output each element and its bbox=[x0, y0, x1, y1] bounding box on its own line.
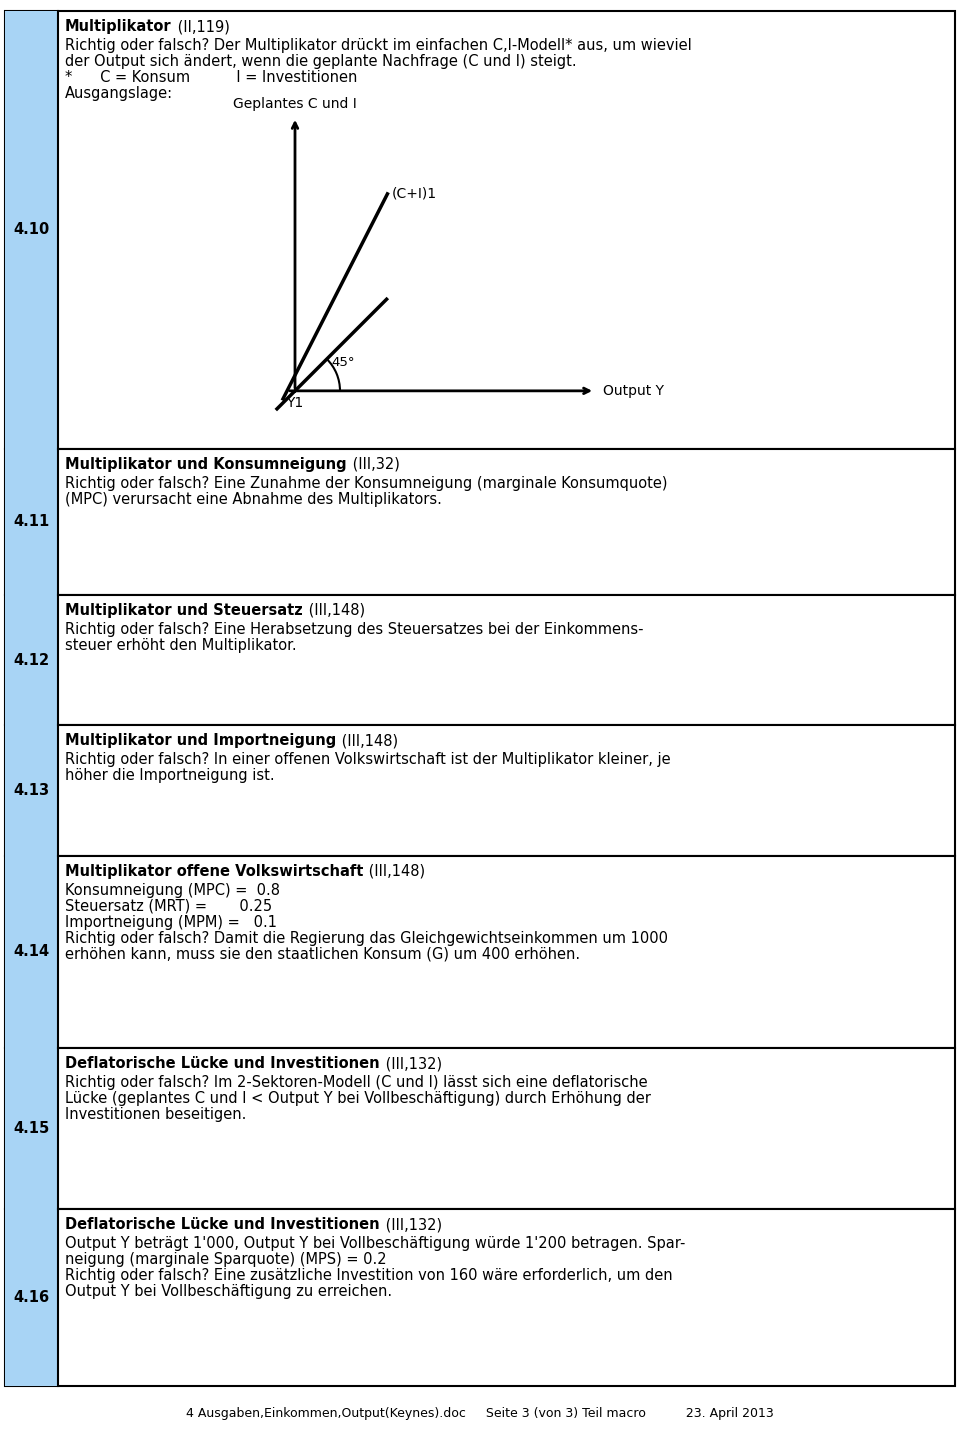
Bar bbox=[5, 856, 955, 1048]
Text: Ausgangslage:: Ausgangslage: bbox=[65, 85, 173, 101]
Text: Lücke (geplantes C und I < Output Y bei Vollbeschäftigung) durch Erhöhung der: Lücke (geplantes C und I < Output Y bei … bbox=[65, 1090, 651, 1106]
Text: 4.10: 4.10 bbox=[12, 223, 49, 237]
Bar bbox=[5, 856, 58, 1048]
Text: (III,148): (III,148) bbox=[365, 864, 425, 879]
Text: Richtig oder falsch? Eine Herabsetzung des Steuersatzes bei der Einkommens-: Richtig oder falsch? Eine Herabsetzung d… bbox=[65, 621, 643, 637]
Text: (III,148): (III,148) bbox=[303, 602, 365, 618]
Bar bbox=[5, 595, 58, 725]
Text: der Output sich ändert, wenn die geplante Nachfrage (C und I) steigt.: der Output sich ändert, wenn die geplant… bbox=[65, 54, 577, 70]
Text: Importneigung (MPM) =   0.1: Importneigung (MPM) = 0.1 bbox=[65, 915, 277, 930]
Text: Multiplikator und Steuersatz: Multiplikator und Steuersatz bbox=[65, 602, 302, 618]
Text: (III,32): (III,32) bbox=[348, 458, 399, 472]
Text: steuer erhöht den Multiplikator.: steuer erhöht den Multiplikator. bbox=[65, 637, 297, 653]
Bar bbox=[5, 12, 955, 449]
Bar bbox=[5, 449, 58, 595]
Text: Deflatorische Lücke und Investitionen: Deflatorische Lücke und Investitionen bbox=[65, 1218, 379, 1232]
Text: Multiplikator und Konsumneigung: Multiplikator und Konsumneigung bbox=[65, 458, 347, 472]
Text: Richtig oder falsch? Im 2-Sektoren-Modell (C und I) lässt sich eine deflatorisch: Richtig oder falsch? Im 2-Sektoren-Model… bbox=[65, 1074, 648, 1090]
Bar bbox=[5, 1209, 955, 1386]
Bar bbox=[5, 449, 955, 595]
Text: Richtig oder falsch? In einer offenen Volkswirtschaft ist der Multiplikator klei: Richtig oder falsch? In einer offenen Vo… bbox=[65, 753, 671, 767]
Text: Richtig oder falsch? Eine zusätzliche Investition von 160 wäre erforderlich, um : Richtig oder falsch? Eine zusätzliche In… bbox=[65, 1268, 673, 1283]
Text: (C+I)1: (C+I)1 bbox=[392, 187, 437, 201]
Text: (MPC) verursacht eine Abnahme des Multiplikators.: (MPC) verursacht eine Abnahme des Multip… bbox=[65, 492, 442, 507]
Text: Y1: Y1 bbox=[286, 395, 303, 410]
Text: Konsumneigung (MPC) =  0.8: Konsumneigung (MPC) = 0.8 bbox=[65, 883, 280, 898]
Bar bbox=[5, 1209, 58, 1386]
Text: Richtig oder falsch? Eine Zunahme der Konsumneigung (marginale Konsumquote): Richtig oder falsch? Eine Zunahme der Ko… bbox=[65, 476, 667, 491]
Text: (II,119): (II,119) bbox=[173, 19, 229, 33]
Text: höher die Importneigung ist.: höher die Importneigung ist. bbox=[65, 769, 275, 783]
Text: Multiplikator offene Volkswirtschaft: Multiplikator offene Volkswirtschaft bbox=[65, 864, 364, 879]
Text: Investitionen beseitigen.: Investitionen beseitigen. bbox=[65, 1108, 247, 1122]
Bar bbox=[5, 725, 955, 856]
Bar bbox=[5, 1048, 58, 1209]
Text: (III,132): (III,132) bbox=[380, 1218, 442, 1232]
Text: Output Y beträgt 1'000, Output Y bei Vollbeschäftigung würde 1'200 betragen. Spa: Output Y beträgt 1'000, Output Y bei Vol… bbox=[65, 1237, 685, 1251]
Text: 4.12: 4.12 bbox=[12, 653, 49, 668]
Text: erhöhen kann, muss sie den staatlichen Konsum (G) um 400 erhöhen.: erhöhen kann, muss sie den staatlichen K… bbox=[65, 947, 580, 961]
Text: 4.15: 4.15 bbox=[12, 1121, 49, 1137]
Bar bbox=[5, 725, 58, 856]
Text: (III,132): (III,132) bbox=[380, 1056, 442, 1072]
Text: 4.13: 4.13 bbox=[12, 783, 49, 798]
Text: Output Y bei Vollbeschäftigung zu erreichen.: Output Y bei Vollbeschäftigung zu erreic… bbox=[65, 1284, 392, 1299]
Bar bbox=[5, 595, 955, 725]
Bar bbox=[5, 1048, 955, 1209]
Text: 45°: 45° bbox=[331, 356, 354, 369]
Text: 4.11: 4.11 bbox=[12, 514, 49, 530]
Bar bbox=[5, 12, 58, 449]
Text: Output Y: Output Y bbox=[603, 384, 664, 398]
Text: (III,148): (III,148) bbox=[337, 733, 398, 749]
Text: Richtig oder falsch? Der Multiplikator drückt im einfachen C,I-Modell* aus, um w: Richtig oder falsch? Der Multiplikator d… bbox=[65, 38, 692, 54]
Text: Richtig oder falsch? Damit die Regierung das Gleichgewichtseinkommen um 1000: Richtig oder falsch? Damit die Regierung… bbox=[65, 931, 668, 946]
Text: 4.16: 4.16 bbox=[12, 1290, 49, 1305]
Text: 4 Ausgaben,Einkommen,Output(Keynes).doc     Seite 3 (von 3) Teil macro          : 4 Ausgaben,Einkommen,Output(Keynes).doc … bbox=[186, 1406, 774, 1419]
Text: Multiplikator und Importneigung: Multiplikator und Importneigung bbox=[65, 733, 336, 749]
Text: *      C = Konsum          I = Investitionen: * C = Konsum I = Investitionen bbox=[65, 70, 357, 85]
Text: Geplantes C und I: Geplantes C und I bbox=[233, 97, 357, 111]
Text: Deflatorische Lücke und Investitionen: Deflatorische Lücke und Investitionen bbox=[65, 1056, 379, 1072]
Text: Multiplikator: Multiplikator bbox=[65, 19, 172, 33]
Text: 4.14: 4.14 bbox=[12, 944, 49, 960]
Text: neigung (marginale Sparquote) (MPS) = 0.2: neigung (marginale Sparquote) (MPS) = 0.… bbox=[65, 1253, 387, 1267]
Text: Steuersatz (MRT) =       0.25: Steuersatz (MRT) = 0.25 bbox=[65, 899, 272, 914]
